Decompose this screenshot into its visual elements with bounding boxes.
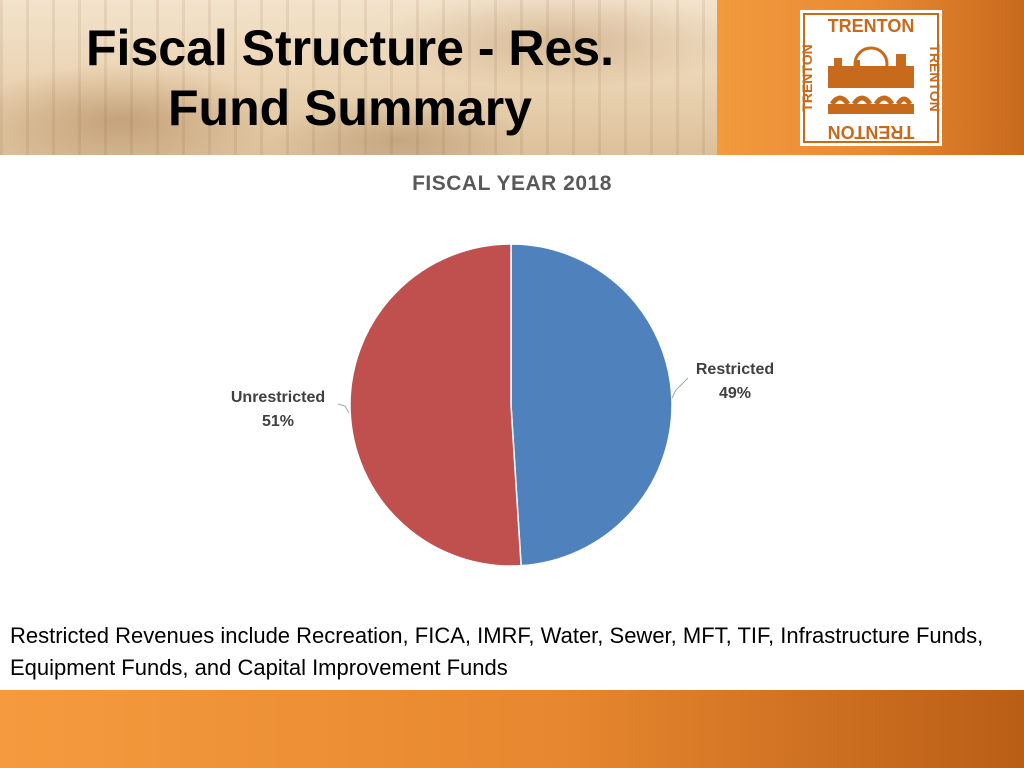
footer-orange-band — [0, 690, 1024, 768]
unrestricted-slice-label: Unrestricted 51% — [208, 386, 348, 434]
pie-svg — [337, 243, 689, 567]
unrestricted-label-name: Unrestricted — [230, 389, 326, 406]
unrestricted-label-percent: 51% — [261, 413, 295, 430]
svg-text:TRENTON: TRENTON — [828, 122, 915, 142]
restricted-label-name: Restricted — [695, 361, 775, 378]
svg-text:TRENTON: TRENTON — [828, 16, 915, 36]
header-photo-background — [0, 0, 717, 155]
pie-slice-unrestricted — [349, 243, 522, 567]
restricted-slice-label: Restricted 49% — [665, 358, 805, 406]
svg-text:TRENTON: TRENTON — [799, 44, 815, 111]
pie-slice-restricted — [510, 243, 673, 567]
footnote-text: Restricted Revenues include Recreation, … — [10, 623, 984, 680]
restricted-label-percent: 49% — [718, 385, 752, 402]
restricted-leader-line — [671, 377, 689, 399]
page-title: Fiscal Structure - Res. Fund Summary — [86, 20, 614, 136]
trenton-logo-icon: TRENTON TRENTON TRENTON TRENTON — [799, 10, 943, 146]
pie-chart: FISCAL YEAR 2018 Restricted 49% Unrestri… — [0, 158, 1024, 608]
svg-text:TRENTON: TRENTON — [927, 44, 943, 111]
unrestricted-leader-line — [337, 403, 350, 414]
chart-title: FISCAL YEAR 2018 — [412, 172, 612, 195]
